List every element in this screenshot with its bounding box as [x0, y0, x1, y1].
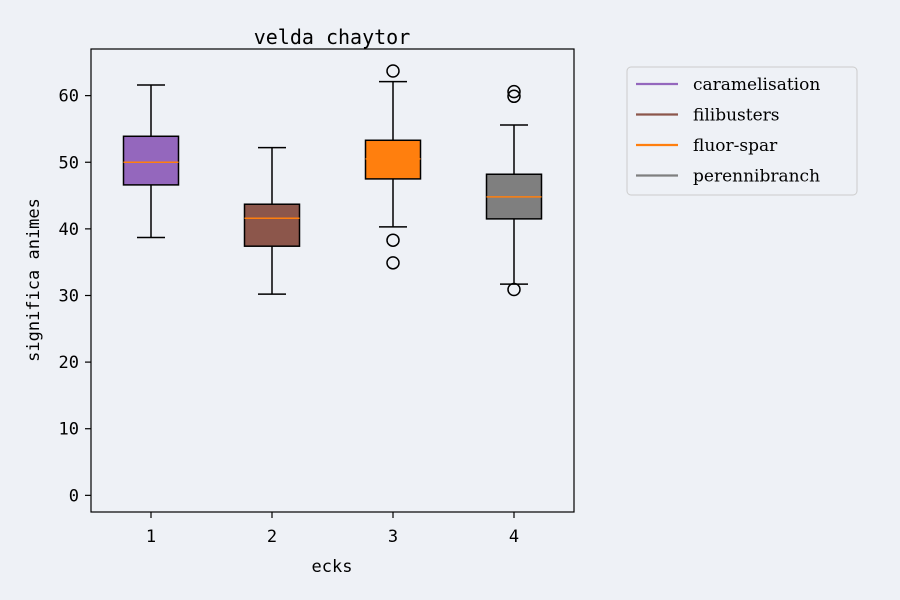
box-filibusters	[243, 146, 301, 295]
y-tick-label: 40	[59, 220, 79, 240]
x-tick-label: 3	[388, 527, 398, 547]
y-tick-label: 20	[59, 353, 79, 373]
y-axis-label: significa animes	[24, 198, 44, 362]
legend-label: fluor-spar	[693, 136, 778, 156]
outlier-point	[507, 282, 521, 297]
iqr-box	[122, 135, 180, 186]
legend-label: caramelisation	[693, 75, 820, 95]
x-tick-label: 1	[146, 527, 156, 547]
y-tick-label: 30	[59, 286, 79, 306]
chart-title: velda chaytor	[254, 25, 411, 49]
legend-label: filibusters	[693, 106, 780, 126]
legend: caramelisation filibusters fluor-spar peren…	[626, 66, 858, 196]
box-fluor-spar	[364, 64, 422, 270]
legend-frame	[626, 66, 858, 196]
box-caramelisation	[122, 84, 180, 239]
y-tick-label: 50	[59, 153, 79, 173]
outlier-point	[507, 84, 521, 99]
legend-label: perennibranch	[693, 167, 820, 187]
y-tick-label: 10	[59, 420, 79, 440]
x-tick-label: 2	[267, 527, 277, 547]
box-perennibranch	[485, 84, 543, 297]
y-tick-label: 60	[59, 87, 79, 107]
y-tick-label: 0	[69, 486, 79, 506]
outlier-point	[386, 256, 400, 270]
outlier-point	[386, 233, 400, 247]
iqr-box	[243, 203, 301, 247]
outlier-point	[507, 89, 521, 104]
outlier-point	[386, 64, 400, 78]
x-tick-label: 4	[509, 527, 519, 547]
x-axis-label: ecks	[312, 557, 353, 577]
plot-frame	[90, 48, 575, 513]
